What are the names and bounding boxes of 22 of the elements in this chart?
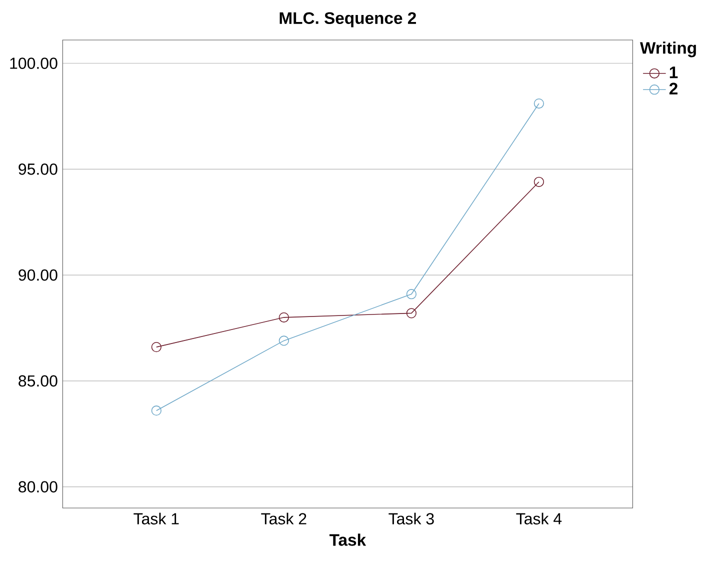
y-tick-label: 100.00 (10, 58, 58, 69)
x-axis-title: Task (329, 534, 366, 546)
point (278, 336, 289, 346)
point (151, 342, 162, 352)
point (534, 98, 544, 109)
point (278, 312, 289, 322)
point (151, 406, 162, 416)
y-tick-label: 80.00 (18, 481, 58, 492)
y-tick-label: 90.00 (18, 269, 58, 281)
point (534, 176, 544, 187)
x-tick-label: Task 4 (516, 512, 562, 524)
point (406, 308, 416, 318)
y-tick-label: 85.00 (18, 375, 58, 387)
point (406, 289, 416, 300)
x-tick-label: Task 2 (261, 512, 306, 524)
x-tick-label: Task 1 (134, 512, 179, 524)
legend-label: 1 (670, 66, 678, 78)
legend-label: 2 (669, 82, 678, 94)
y-tick-label: 95.00 (18, 164, 58, 175)
chart-title: MLC. Sequence 2 (280, 12, 416, 28)
x-tick-label: Task 3 (388, 512, 434, 524)
legend-title: Writing (640, 42, 696, 58)
